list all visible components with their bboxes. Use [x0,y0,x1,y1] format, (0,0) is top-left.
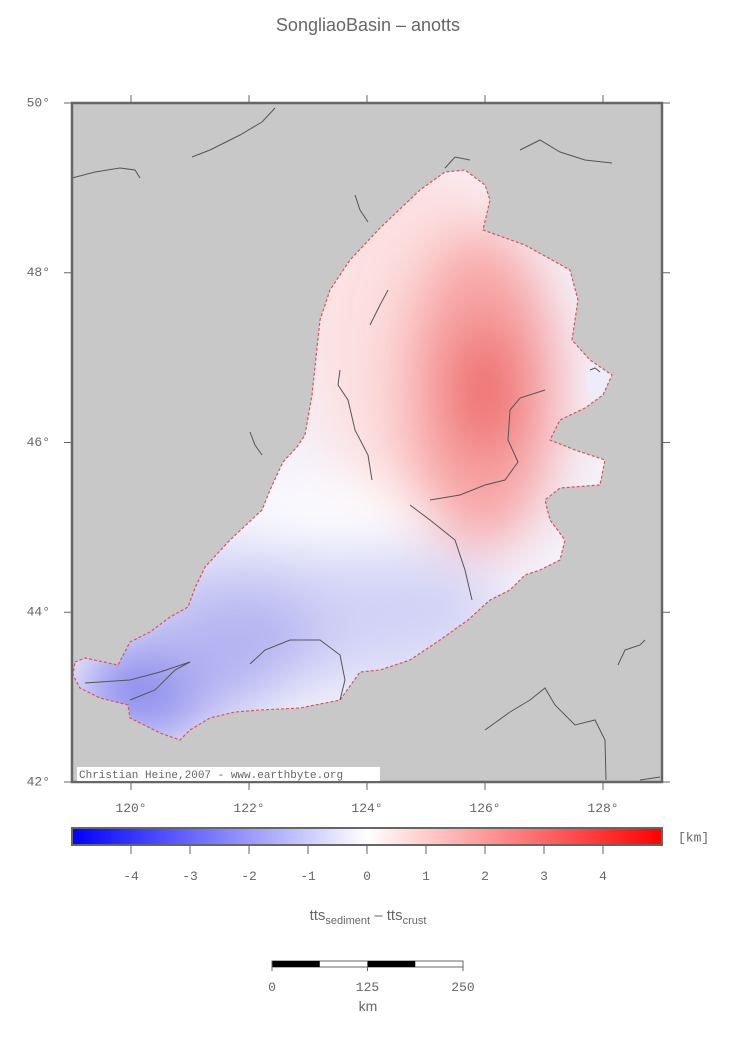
label-part: – [370,907,387,924]
label-sub: sediment [325,915,370,927]
label-sub: crust [403,915,427,927]
lat-tick-label: 42° [27,774,50,789]
colorbar-tick-label: -3 [182,869,198,884]
colorbar-tick-label: 0 [363,869,371,884]
colorbar-label: ttssediment – ttscrust [310,907,427,927]
rivers [71,107,661,781]
colorbar-tick-label: 2 [481,869,489,884]
scale-bar-segment [367,961,416,967]
lat-tick-label: 46° [27,435,50,450]
lat-tick-label: 44° [27,605,50,620]
credit-box [77,767,380,781]
scale-unit: km [359,998,378,1014]
colorbar-tick-label: -1 [300,869,316,884]
label-part: tts [387,907,403,924]
lat-tick-label: 48° [27,265,50,280]
lat-tick-label: 50° [27,95,50,110]
lon-tick-label: 128° [587,801,618,816]
credit: Christian Heine,2007 - www.earthbyte.org [79,770,343,782]
lon-tick-label: 122° [233,801,264,816]
lon-tick-label: 126° [469,801,500,816]
colorbar-tick-label: 3 [540,869,548,884]
scale-tick-label: 250 [451,980,474,995]
colorbar [71,827,663,846]
scale-tick-label: 125 [356,980,379,995]
colorbar-tick-label: 1 [422,869,430,884]
lon-tick-label: 124° [351,801,382,816]
lon-tick-label: 120° [115,801,146,816]
colorbar-tick-label: 4 [599,869,607,884]
scale-tick-label: 0 [268,980,276,995]
title: SongliaoBasin – anotts [276,15,460,35]
colorbar-tick-label: -4 [123,869,139,884]
label-part: tts [310,907,326,924]
scale-bar-segment [272,961,320,967]
colorbar-tick-label: -2 [241,869,257,884]
colorbar-unit: [km] [678,830,709,845]
